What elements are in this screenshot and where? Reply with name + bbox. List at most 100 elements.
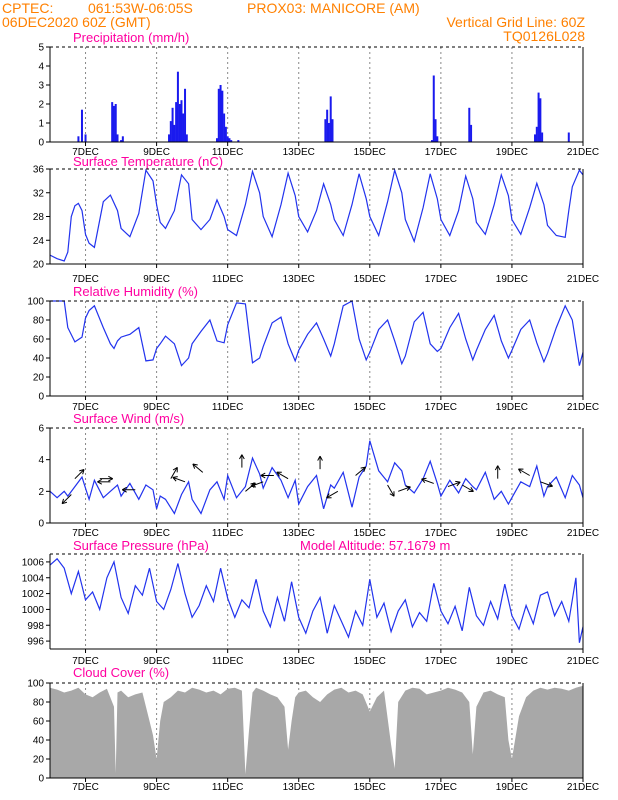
wind-arrow: [447, 481, 461, 488]
x-tick-label: 15DEC: [354, 402, 386, 413]
x-tick-label: 19DEC: [496, 656, 528, 667]
x-tick-label: 21DEC: [567, 782, 599, 793]
wind-arrow: [276, 471, 289, 480]
wind-arrow-head: [389, 491, 395, 497]
humidity-line: [50, 300, 584, 367]
x-tick-label: 9DEC: [143, 147, 170, 158]
wind-arrow: [170, 467, 178, 479]
x-tick-label: 11DEC: [212, 274, 244, 285]
precip-bar: [541, 132, 544, 142]
y-tick-label: 40: [33, 354, 45, 365]
precip-bar: [171, 107, 174, 142]
precip-bar: [84, 134, 87, 142]
wind-arrow-head: [61, 498, 68, 505]
y-tick-label: 100: [27, 297, 44, 308]
precip-bar: [539, 98, 542, 142]
wind-arrow-head: [421, 477, 427, 484]
y-tick-label: 40: [33, 736, 45, 747]
precip-bar: [184, 88, 187, 142]
x-tick-label: 9DEC: [143, 656, 170, 667]
humidity-panel: Relative Humidity (%) 0 20 40 60 80 100 7DEC 9DE…: [27, 284, 599, 413]
x-tick-label: 19DEC: [496, 147, 528, 158]
temperature-title: Surface Temperature (nC): [73, 154, 223, 169]
wind-arrow: [355, 466, 366, 476]
x-tick-label: 13DEC: [283, 274, 315, 285]
wind-arrow: [250, 481, 264, 487]
x-tick-label: 11DEC: [212, 528, 244, 539]
wind-arrow: [172, 476, 186, 483]
x-tick-label: 11DEC: [212, 402, 244, 413]
y-tick-label: 20: [33, 373, 45, 384]
precip-bar: [468, 107, 471, 142]
precip-bar: [432, 75, 435, 142]
humidity-title: Relative Humidity (%): [73, 284, 198, 299]
y-tick-label: 0: [38, 138, 44, 149]
precip-bar: [470, 124, 473, 142]
x-tick-label: 7DEC: [72, 274, 99, 285]
wind-arrow: [518, 468, 530, 476]
precip-bar: [237, 140, 240, 142]
wind-arrow-head: [455, 480, 461, 487]
x-tick-label: 7DEC: [72, 528, 99, 539]
y-tick-label: 1: [38, 119, 44, 130]
y-tick-label: 6: [38, 424, 44, 435]
precip-bar: [430, 140, 433, 142]
x-tick-label: 13DEC: [283, 402, 315, 413]
wind-arrow: [461, 484, 474, 492]
temperature-panel: Surface Temperature (nC) 20 24 28 32 36 7DEC 9D…: [33, 154, 599, 285]
wind-arrow-head: [192, 463, 198, 469]
precip-bar: [176, 71, 179, 142]
header-code: TQ0126L028: [503, 28, 585, 44]
x-tick-label: 15DEC: [354, 274, 386, 285]
precip-bar: [534, 134, 537, 142]
precip-bar: [230, 140, 233, 142]
header-grid-note: Vertical Grid Line: 60Z: [446, 14, 585, 30]
y-tick-label: 20: [33, 755, 45, 766]
x-tick-label: 17DEC: [425, 656, 457, 667]
y-tick-label: 2: [38, 487, 44, 498]
wind-arrow: [421, 478, 434, 484]
x-tick-label: 19DEC: [496, 782, 528, 793]
x-tick-label: 13DEC: [283, 528, 315, 539]
x-tick-label: 9DEC: [143, 402, 170, 413]
y-tick-label: 1004: [22, 573, 45, 584]
cloud-cover-panel: Cloud Cover (%) 0 20 40 60 80 100 7DEC 9DEC 11DEC…: [27, 665, 599, 793]
y-tick-label: 28: [33, 212, 45, 223]
y-tick-label: 1000: [22, 605, 45, 616]
wind-arrow: [326, 490, 339, 499]
x-tick-label: 15DEC: [354, 147, 386, 158]
precip-bar: [327, 123, 330, 142]
precip-bar: [114, 104, 117, 142]
temperature-line: [49, 167, 584, 262]
y-tick-label: 0: [38, 392, 44, 403]
x-tick-label: 19DEC: [496, 528, 528, 539]
wind-arrow: [61, 494, 72, 505]
precip-bar: [216, 138, 219, 142]
precip-bar: [436, 136, 439, 142]
wind-arrow-head: [108, 475, 113, 482]
x-tick-label: 11DEC: [212, 147, 244, 158]
x-tick-label: 17DEC: [425, 402, 457, 413]
wind-title: Surface Wind (m/s): [73, 411, 184, 426]
precip-bar: [329, 96, 332, 142]
wind-arrow-head: [360, 466, 367, 472]
precip-bar: [182, 113, 185, 142]
x-tick-label: 17DEC: [425, 274, 457, 285]
wind-arrow: [192, 463, 204, 473]
precip-bar: [535, 126, 538, 142]
x-tick-label: 21DEC: [567, 656, 599, 667]
wind-arrow-head: [405, 485, 411, 491]
precip-bar: [168, 134, 171, 142]
x-tick-label: 15DEC: [354, 656, 386, 667]
y-tick-label: 998: [27, 621, 44, 632]
pressure-panel: Surface Pressure (hPa) Model Altitude: 57…: [22, 538, 599, 667]
x-tick-label: 21DEC: [567, 528, 599, 539]
x-tick-label: 19DEC: [496, 274, 528, 285]
x-tick-label: 13DEC: [283, 782, 315, 793]
y-tick-label: 5: [38, 43, 44, 54]
wind-arrow: [245, 482, 256, 492]
wind-arrow-head: [468, 486, 474, 492]
wind-arrow: [398, 486, 411, 492]
precip-bar: [324, 119, 327, 142]
